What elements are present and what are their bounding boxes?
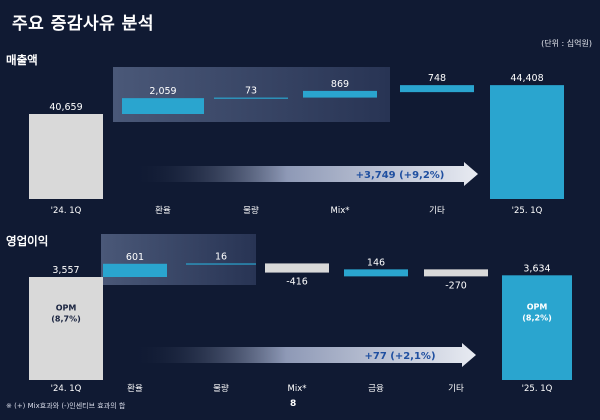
op-profit-value-label-4: 146 [367, 257, 385, 268]
op-profit-bar-2 [186, 263, 256, 265]
op-profit-bar-6 [502, 275, 572, 380]
revenue-growth-label: +3,749 (+9,2%) [356, 170, 445, 181]
revenue-bar-5 [490, 85, 564, 199]
op-profit-bar-0 [29, 277, 103, 380]
op-profit-bar-1 [103, 263, 167, 277]
revenue-tick-label-3: Mix* [331, 206, 350, 216]
op-profit-tick-label-5: 기타 [448, 384, 464, 394]
revenue-value-label-0: 40,659 [49, 102, 82, 113]
revenue-tick-label-2: 물량 [243, 205, 259, 216]
op-profit-bar-text-0-0: OPM [56, 304, 77, 313]
op-profit-section-title: 영업이익 [6, 234, 49, 248]
revenue-value-label-3: 869 [331, 79, 349, 90]
op-profit-bar-text-0-1: (8,7%) [51, 315, 81, 324]
op-profit-bar-4 [344, 269, 408, 277]
op-profit-highlight-panel [101, 234, 256, 285]
revenue-tick-label-0: '24. 1Q [51, 206, 82, 216]
op-profit-growth-label: +77 (+2,1%) [364, 351, 435, 362]
revenue-value-label-4: 748 [428, 73, 446, 84]
unit-note: (단위 : 십억원) [541, 39, 592, 48]
revenue-value-label-2: 73 [245, 86, 257, 97]
op-profit-tick-label-1: 환율 [127, 383, 143, 394]
revenue-tick-label-5: '25. 1Q [512, 206, 543, 216]
revenue-value-label-1: 2,059 [149, 86, 176, 97]
revenue-bar-0 [29, 114, 103, 199]
revenue-bar-3 [303, 90, 377, 98]
revenue-tick-label-4: 기타 [429, 206, 445, 216]
op-profit-bar-text-6-1: (8,2%) [522, 314, 552, 323]
revenue-section-title: 매출액 [6, 53, 38, 67]
op-profit-value-label-2: 16 [215, 251, 227, 262]
revenue-bar-1 [122, 98, 204, 114]
op-profit-value-label-0: 3,557 [52, 265, 79, 276]
revenue-tick-label-1: 환율 [155, 205, 171, 216]
page-title: 주요 증감사유 분석 [12, 14, 154, 34]
op-profit-bar-3 [265, 263, 329, 273]
op-profit-tick-label-6: '25. 1Q [522, 384, 553, 394]
op-profit-tick-label-3: Mix* [288, 384, 307, 394]
op-profit-growth-arrow [131, 343, 476, 367]
footnote: ※ (+) Mix효과와 (-)인센티브 효과의 합 [6, 402, 126, 410]
op-profit-value-label-5: -270 [445, 280, 467, 291]
op-profit-value-label-6: 3,634 [523, 263, 550, 274]
revenue-bar-4 [400, 85, 474, 93]
op-profit-value-label-1: 601 [126, 252, 144, 263]
op-profit-bar-5 [424, 269, 488, 277]
op-profit-tick-label-0: '24. 1Q [51, 384, 82, 394]
revenue-value-label-5: 44,408 [510, 73, 543, 84]
op-profit-value-label-3: -416 [286, 277, 308, 288]
op-profit-bar-text-6-0: OPM [527, 303, 548, 312]
op-profit-tick-label-4: 금융 [368, 384, 384, 394]
revenue-bar-2 [214, 97, 288, 99]
op-profit-tick-label-2: 물량 [213, 383, 229, 394]
page-number: 8 [290, 399, 297, 409]
revenue-growth-arrow [131, 162, 478, 186]
